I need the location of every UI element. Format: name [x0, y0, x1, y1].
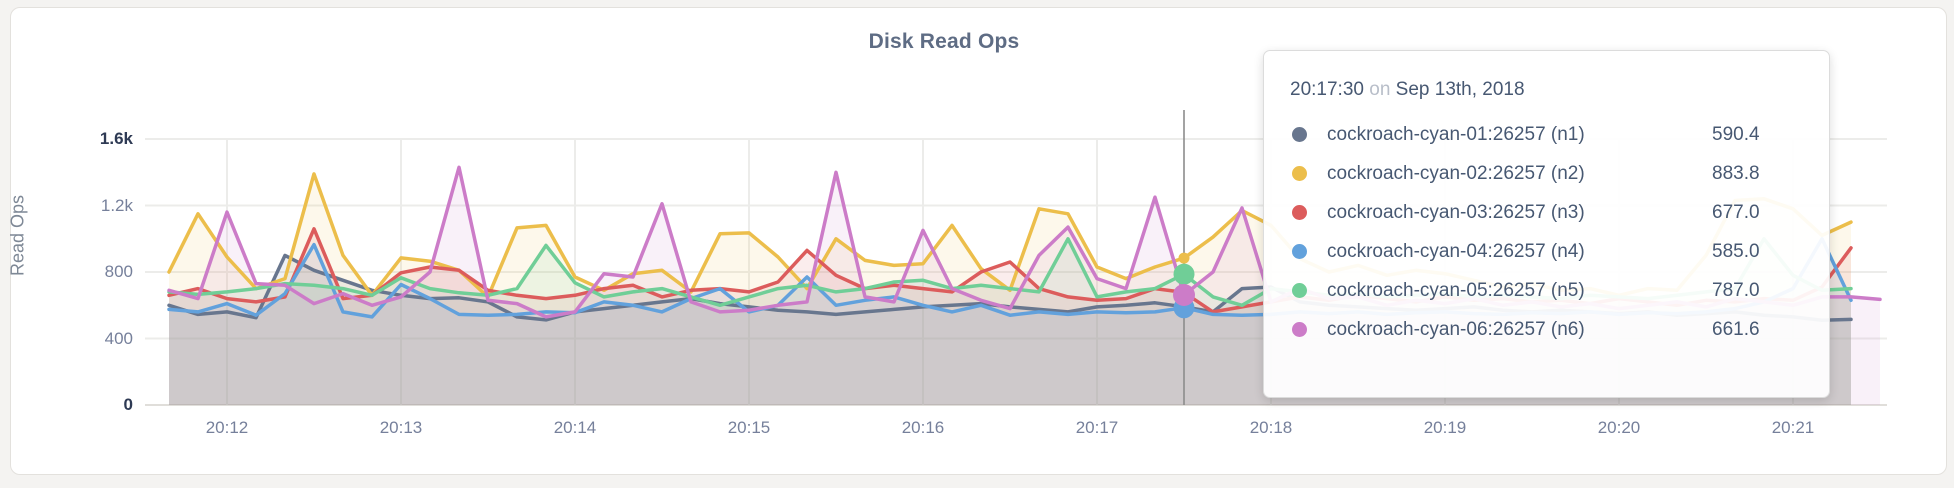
tooltip-series-value: 787.0	[1712, 279, 1760, 301]
hover-tooltip: 20:17:30 on Sep 13th, 2018 cockroach-cya…	[1263, 50, 1830, 398]
tooltip-row: cockroach-cyan-04:26257 (n4) 585.0	[1288, 232, 1805, 271]
x-tick-label: 20:13	[379, 418, 423, 437]
tooltip-row: cockroach-cyan-05:26257 (n5) 787.0	[1288, 271, 1805, 310]
x-tick-label: 20:20	[1597, 418, 1641, 437]
tooltip-series-label: cockroach-cyan-04:26257 (n4)	[1327, 240, 1585, 262]
series-dot-icon	[1292, 205, 1307, 220]
tooltip-series-value: 677.0	[1712, 201, 1760, 223]
x-tick-label: 20:16	[901, 418, 945, 437]
tooltip-series-value: 590.4	[1712, 123, 1760, 145]
series-dot-icon	[1292, 127, 1307, 142]
x-tick-label: 20:14	[553, 418, 597, 437]
x-tick-label: 20:17	[1075, 418, 1119, 437]
y-tick-label: 400	[104, 328, 133, 348]
chart-title: Disk Read Ops	[868, 30, 1020, 53]
tooltip-conjunction: on	[1369, 79, 1391, 100]
tooltip-rows: cockroach-cyan-01:26257 (n1) 590.4 cockroa…	[1288, 115, 1805, 349]
x-tick-label: 20:12	[205, 418, 249, 437]
tooltip-row: cockroach-cyan-02:26257 (n2) 883.8	[1288, 154, 1805, 193]
x-tick-label: 20:21	[1771, 418, 1815, 437]
tooltip-row: cockroach-cyan-01:26257 (n1) 590.4	[1288, 115, 1805, 154]
hover-dot	[1173, 263, 1195, 285]
tooltip-series-label: cockroach-cyan-01:26257 (n1)	[1327, 123, 1585, 145]
series-dot-icon	[1292, 244, 1307, 259]
tooltip-series-label: cockroach-cyan-03:26257 (n3)	[1327, 201, 1585, 223]
y-tick-label: 1.6k	[99, 129, 133, 148]
tooltip-row: cockroach-cyan-03:26257 (n3) 677.0	[1288, 193, 1805, 232]
series-dot-icon	[1292, 283, 1307, 298]
tooltip-series-value: 585.0	[1712, 240, 1760, 262]
tooltip-date: Sep 13th, 2018	[1395, 79, 1525, 100]
y-tick-label: 1.2k	[100, 195, 133, 215]
hover-dot	[1173, 284, 1195, 307]
hover-dot	[1178, 252, 1190, 264]
tooltip-series-value: 883.8	[1712, 162, 1760, 184]
y-tick-label: 800	[104, 262, 133, 281]
tooltip-series-value: 661.6	[1712, 318, 1760, 340]
tooltip-time: 20:17:30	[1290, 79, 1364, 100]
x-tick-label: 20:18	[1249, 418, 1293, 437]
series-dot-icon	[1292, 322, 1307, 337]
series-dot-icon	[1292, 166, 1307, 181]
y-tick-label: 0	[123, 395, 133, 414]
tooltip-row: cockroach-cyan-06:26257 (n6) 661.6	[1288, 310, 1805, 349]
tooltip-series-label: cockroach-cyan-06:26257 (n6)	[1327, 318, 1585, 340]
tooltip-series-label: cockroach-cyan-05:26257 (n5)	[1327, 279, 1585, 301]
x-tick-label: 20:19	[1423, 418, 1467, 437]
tooltip-header: 20:17:30 on Sep 13th, 2018	[1290, 79, 1805, 101]
x-tick-label: 20:15	[727, 418, 771, 437]
tooltip-series-label: cockroach-cyan-02:26257 (n2)	[1327, 162, 1585, 184]
